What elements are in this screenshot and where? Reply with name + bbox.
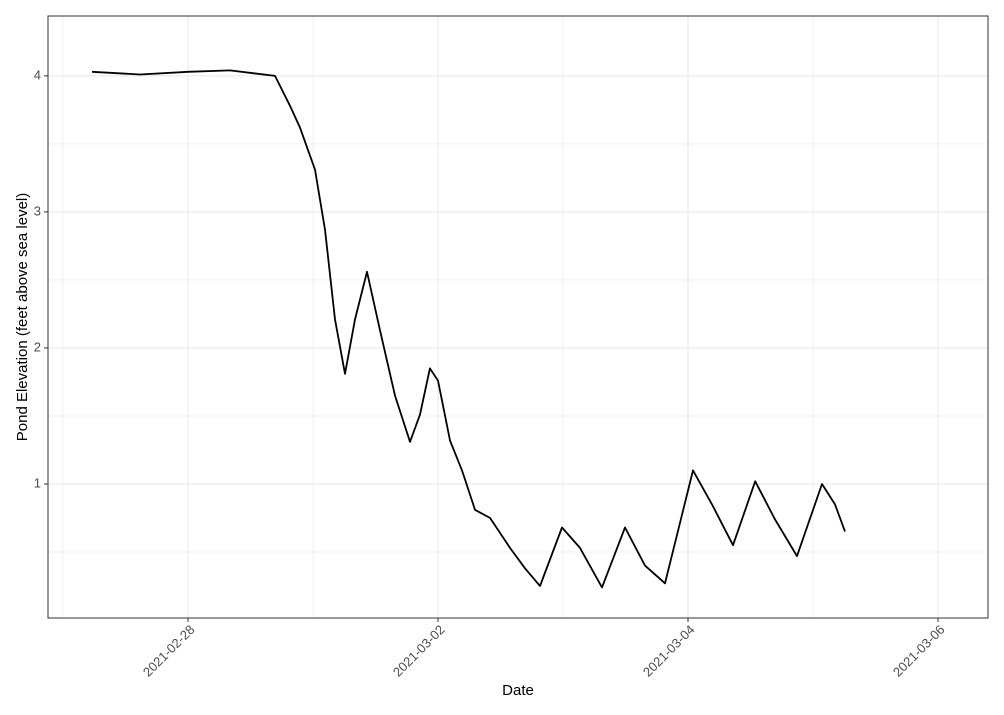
y-tick-label: 4	[34, 67, 41, 82]
data-line	[92, 69, 846, 589]
x-tick-label: 2021-03-06	[890, 622, 948, 680]
plot-panel	[48, 16, 988, 618]
y-tick-label: 1	[34, 475, 41, 490]
x-tick-label: 2021-03-02	[390, 622, 448, 680]
x-axis-title: Date	[502, 682, 534, 699]
panel-border	[47, 15, 989, 619]
y-axis-title: Pond Elevation (feet above sea level)	[14, 193, 31, 442]
y-tick-label: 3	[34, 203, 41, 218]
x-tick-label: 2021-03-04	[640, 622, 698, 680]
x-tick-label: 2021-02-28	[140, 622, 198, 680]
y-tick-label: 2	[34, 339, 41, 354]
